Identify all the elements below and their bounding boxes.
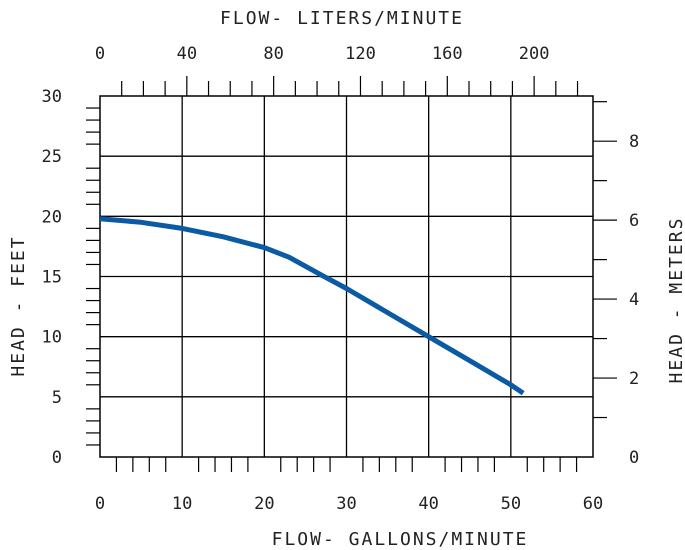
y-tick-label: 20 <box>42 207 62 227</box>
x2-tick-label: 160 <box>432 44 463 64</box>
y-tick-label: 30 <box>42 87 62 107</box>
x2-tick-label: 200 <box>519 44 550 64</box>
y2-tick-label: 6 <box>629 211 639 231</box>
tick-labels: 0 10 20 30 40 50 60 0 5 10 15 20 25 30 0 40 80 120 160 200 0… <box>42 44 640 514</box>
y-tick-label: 10 <box>42 328 62 348</box>
plot-frame <box>99 95 594 458</box>
x-axis-title: FLOW- GALLONS/MINUTE <box>272 529 529 550</box>
y-tick-label: 15 <box>42 268 62 288</box>
x2-tick-label: 40 <box>177 44 197 64</box>
y2-tick-label: 8 <box>629 132 639 152</box>
y-tick-label: 25 <box>42 147 62 167</box>
x-tick-label: 60 <box>583 494 603 514</box>
y2-tick-label: 4 <box>629 290 639 310</box>
pump-curve-line <box>99 216 525 396</box>
curve-layer <box>99 216 525 396</box>
x-tick-label: 0 <box>95 494 105 514</box>
x2-tick-label: 80 <box>263 44 283 64</box>
y-axis-title: HEAD - FEET <box>8 235 29 376</box>
y2-axis-title: HEAD - METERS <box>666 217 685 384</box>
x2-axis-title: FLOW- LITERS/MINUTE <box>220 8 464 29</box>
y-tick-label: 0 <box>52 448 62 468</box>
x-tick-label: 30 <box>336 494 356 514</box>
minor-ticks <box>86 76 617 472</box>
x-tick-label: 40 <box>418 494 438 514</box>
x-tick-label: 50 <box>501 494 521 514</box>
grid-lines <box>100 96 593 457</box>
x2-tick-label: 0 <box>95 44 105 64</box>
x-tick-label: 10 <box>172 494 192 514</box>
y2-tick-label: 0 <box>629 448 639 468</box>
y-tick-label: 5 <box>52 388 62 408</box>
x-tick-label: 20 <box>254 494 274 514</box>
x2-tick-label: 120 <box>345 44 376 64</box>
y2-tick-label: 2 <box>629 369 639 389</box>
